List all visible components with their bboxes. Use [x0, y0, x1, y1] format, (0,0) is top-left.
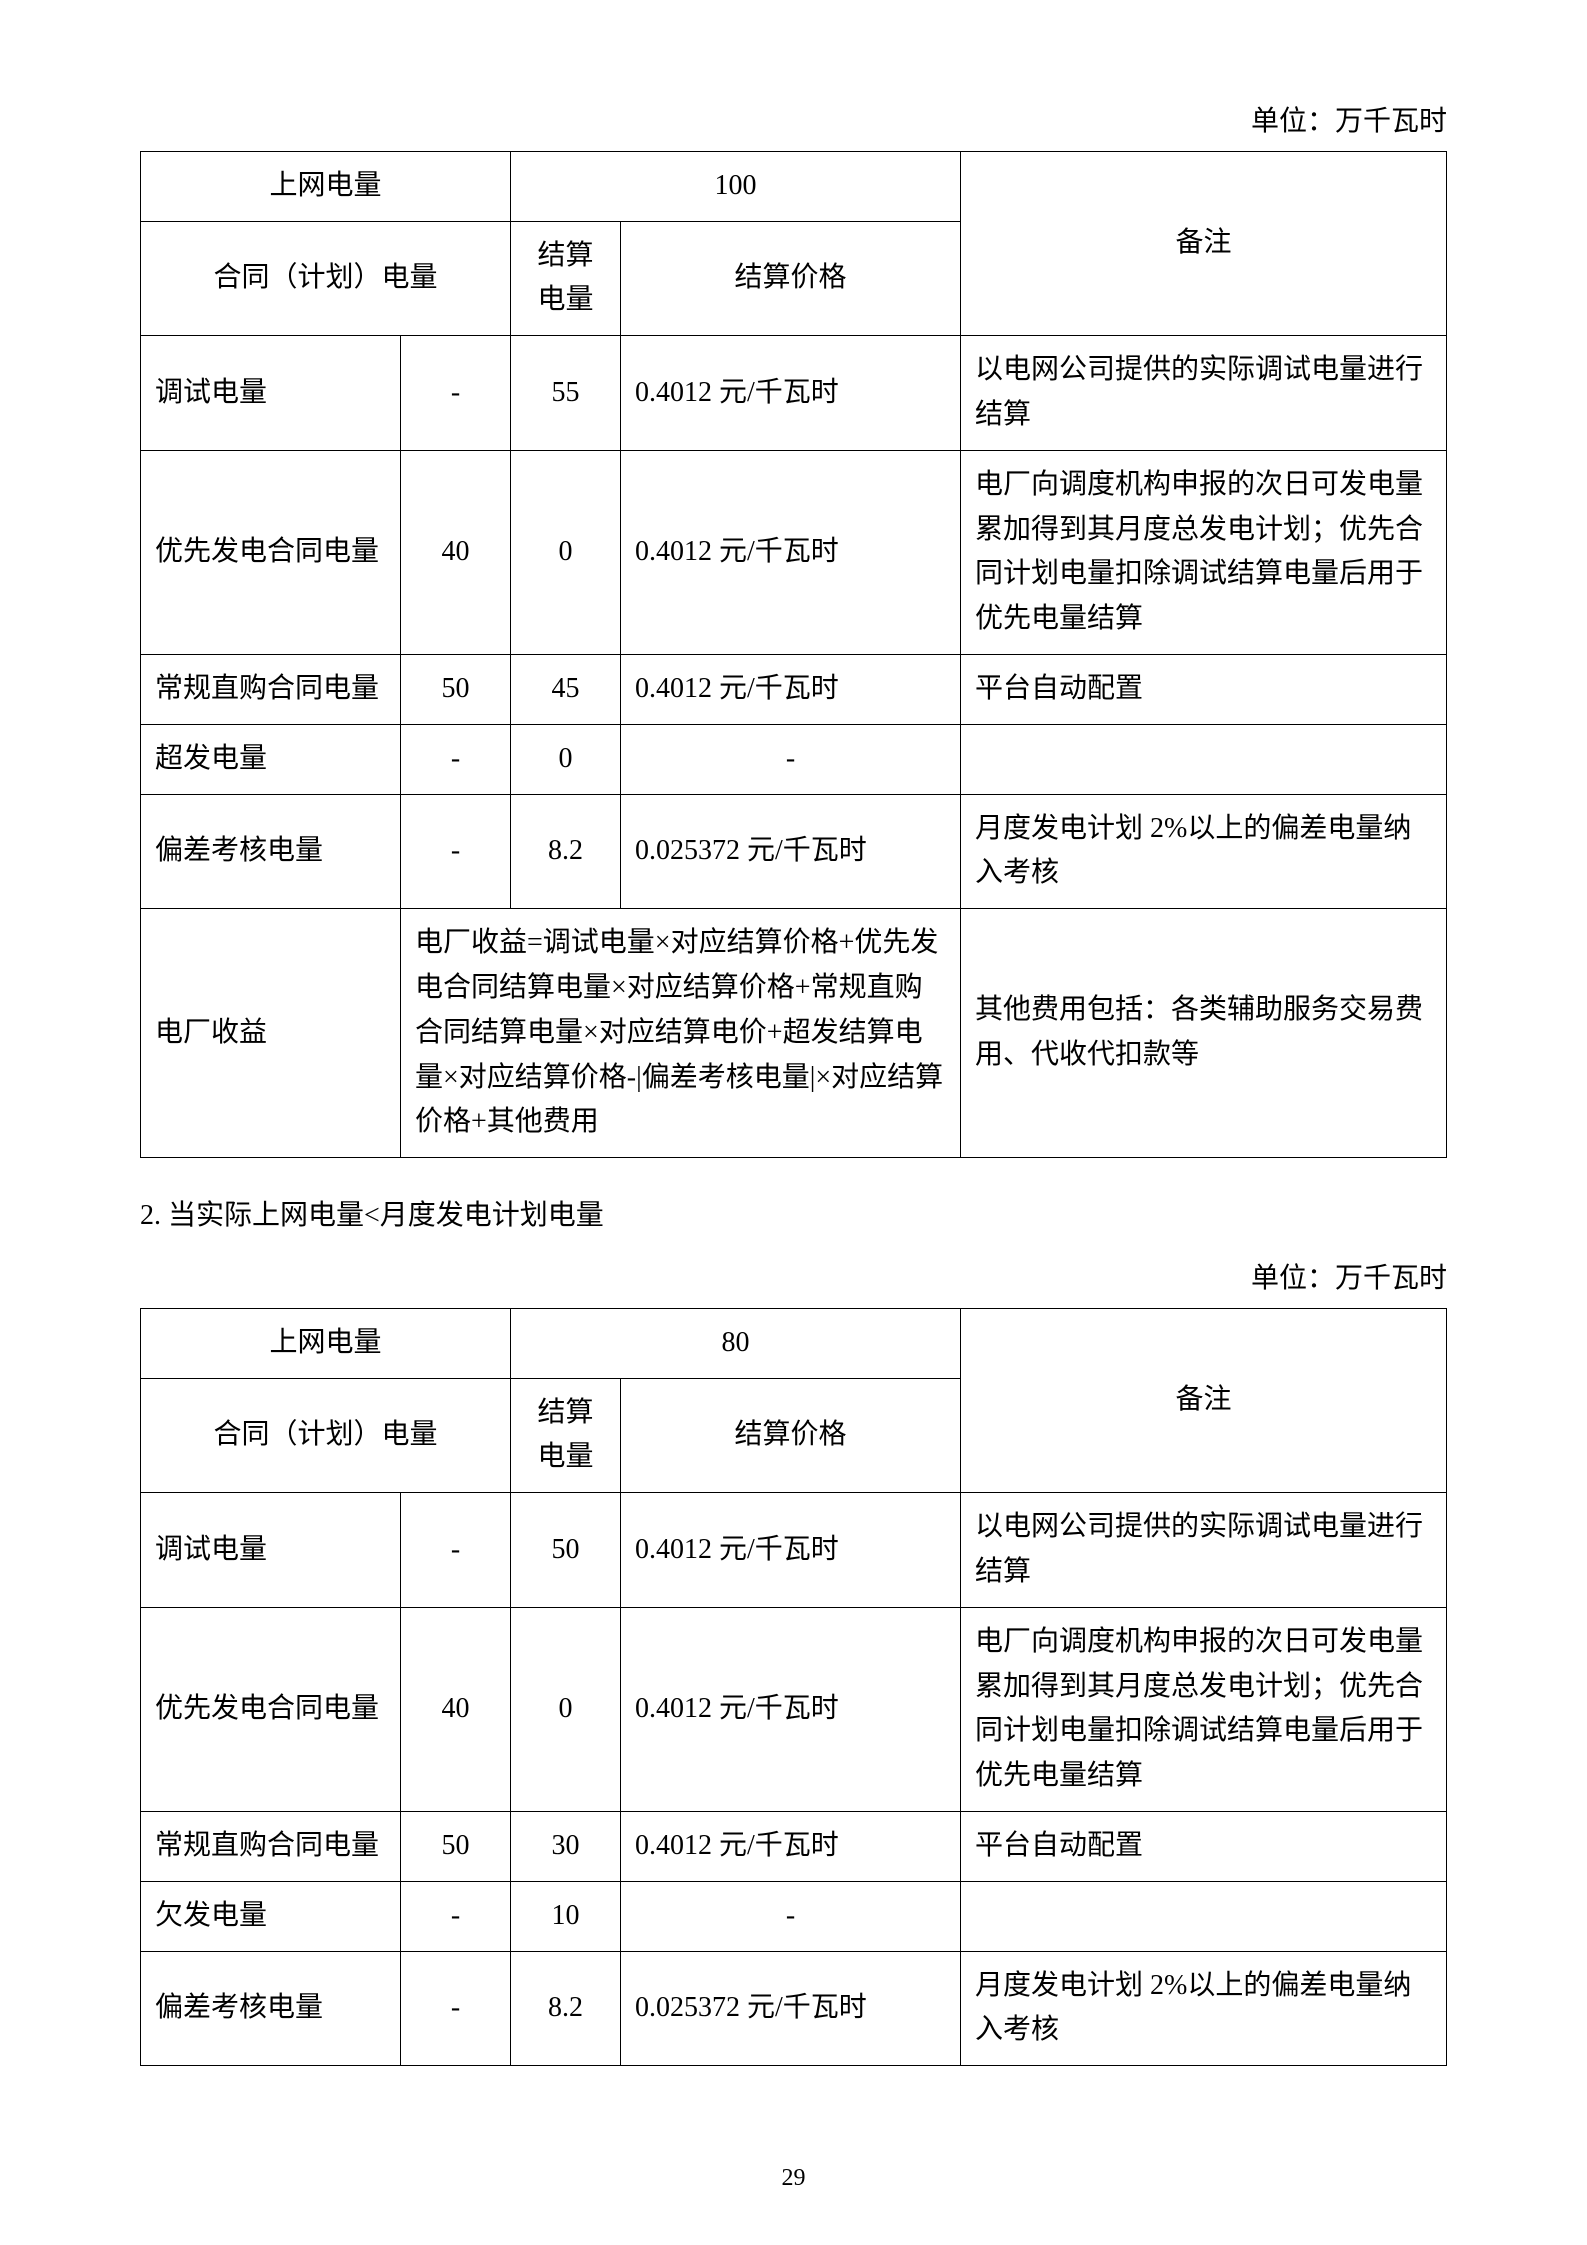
header-remark: 备注: [961, 1308, 1447, 1492]
document-page: 单位：万千瓦时 上网电量 100 备注 合同（计划）电量 结算电量 结算价格 调…: [0, 0, 1587, 2245]
page-number: 29: [0, 2159, 1587, 2197]
row-v1: -: [401, 336, 511, 451]
row-price: 0.4012 元/千瓦时: [621, 1811, 961, 1881]
row-name: 超发电量: [141, 724, 401, 794]
row-v1: 40: [401, 1607, 511, 1811]
header-contract: 合同（计划）电量: [141, 221, 511, 336]
row-v1: -: [401, 794, 511, 909]
row-name: 优先发电合同电量: [141, 1607, 401, 1811]
row-price: 0.025372 元/千瓦时: [621, 794, 961, 909]
row-v2: 8.2: [511, 794, 621, 909]
row-name: 偏差考核电量: [141, 794, 401, 909]
row-v2: 30: [511, 1811, 621, 1881]
table-row: 常规直购合同电量 50 30 0.4012 元/千瓦时 平台自动配置: [141, 1811, 1447, 1881]
row-price: 0.4012 元/千瓦时: [621, 336, 961, 451]
row-note: 月度发电计划 2%以上的偏差电量纳入考核: [961, 794, 1447, 909]
row-note: 月度发电计划 2%以上的偏差电量纳入考核: [961, 1951, 1447, 2066]
table-row: 偏差考核电量 - 8.2 0.025372 元/千瓦时 月度发电计划 2%以上的…: [141, 794, 1447, 909]
header-upload-value: 100: [511, 151, 961, 221]
row-price: 0.4012 元/千瓦时: [621, 654, 961, 724]
row-v2: 8.2: [511, 1951, 621, 2066]
table-row: 偏差考核电量 - 8.2 0.025372 元/千瓦时 月度发电计划 2%以上的…: [141, 1951, 1447, 2066]
row-note: 平台自动配置: [961, 1811, 1447, 1881]
row-price: 0.025372 元/千瓦时: [621, 1951, 961, 2066]
header-contract: 合同（计划）电量: [141, 1378, 511, 1493]
row-note: 平台自动配置: [961, 654, 1447, 724]
row-name: 常规直购合同电量: [141, 654, 401, 724]
row-v1: 50: [401, 1811, 511, 1881]
header-price: 结算价格: [621, 1378, 961, 1493]
row-name: 偏差考核电量: [141, 1951, 401, 2066]
row-v2: 50: [511, 1493, 621, 1608]
table-row: 优先发电合同电量 40 0 0.4012 元/千瓦时 电厂向调度机构申报的次日可…: [141, 1607, 1447, 1811]
row-note: 以电网公司提供的实际调试电量进行结算: [961, 1493, 1447, 1608]
table-row: 欠发电量 - 10 -: [141, 1881, 1447, 1951]
row-v1: -: [401, 724, 511, 794]
row-note: [961, 1881, 1447, 1951]
header-upload: 上网电量: [141, 151, 511, 221]
row-v2: 10: [511, 1881, 621, 1951]
header-settle-qty: 结算电量: [511, 221, 621, 336]
revenue-name: 电厂收益: [141, 909, 401, 1158]
row-name: 欠发电量: [141, 1881, 401, 1951]
table-row: 常规直购合同电量 50 45 0.4012 元/千瓦时 平台自动配置: [141, 654, 1447, 724]
row-v1: -: [401, 1493, 511, 1608]
table-row: 电厂收益 电厂收益=调试电量×对应结算价格+优先发电合同结算电量×对应结算价格+…: [141, 909, 1447, 1158]
row-price: -: [621, 724, 961, 794]
row-v2: 55: [511, 336, 621, 451]
row-v1: -: [401, 1951, 511, 2066]
row-v2: 0: [511, 724, 621, 794]
row-price: 0.4012 元/千瓦时: [621, 1607, 961, 1811]
header-remark: 备注: [961, 151, 1447, 335]
row-name: 优先发电合同电量: [141, 450, 401, 654]
revenue-formula: 电厂收益=调试电量×对应结算价格+优先发电合同结算电量×对应结算价格+常规直购合…: [401, 909, 961, 1158]
header-upload-value: 80: [511, 1308, 961, 1378]
row-v2: 45: [511, 654, 621, 724]
settlement-table-1: 上网电量 100 备注 合同（计划）电量 结算电量 结算价格 调试电量 - 55…: [140, 151, 1447, 1158]
row-name: 调试电量: [141, 1493, 401, 1608]
revenue-note: 其他费用包括：各类辅助服务交易费用、代收代扣款等: [961, 909, 1447, 1158]
table-row: 上网电量 100 备注: [141, 151, 1447, 221]
row-v1: -: [401, 1881, 511, 1951]
row-price: -: [621, 1881, 961, 1951]
row-v2: 0: [511, 1607, 621, 1811]
row-note: 电厂向调度机构申报的次日可发电量累加得到其月度总发电计划；优先合同计划电量扣除调…: [961, 1607, 1447, 1811]
row-v1: 40: [401, 450, 511, 654]
row-v1: 50: [401, 654, 511, 724]
row-name: 调试电量: [141, 336, 401, 451]
row-v2: 0: [511, 450, 621, 654]
table-row: 超发电量 - 0 -: [141, 724, 1447, 794]
header-upload: 上网电量: [141, 1308, 511, 1378]
row-note: 电厂向调度机构申报的次日可发电量累加得到其月度总发电计划；优先合同计划电量扣除调…: [961, 450, 1447, 654]
settlement-table-2: 上网电量 80 备注 合同（计划）电量 结算电量 结算价格 调试电量 - 50 …: [140, 1308, 1447, 2066]
row-note: 以电网公司提供的实际调试电量进行结算: [961, 336, 1447, 451]
table-row: 调试电量 - 50 0.4012 元/千瓦时 以电网公司提供的实际调试电量进行结…: [141, 1493, 1447, 1608]
unit-label-2: 单位：万千瓦时: [140, 1257, 1447, 1302]
header-price: 结算价格: [621, 221, 961, 336]
table-row: 优先发电合同电量 40 0 0.4012 元/千瓦时 电厂向调度机构申报的次日可…: [141, 450, 1447, 654]
row-price: 0.4012 元/千瓦时: [621, 1493, 961, 1608]
header-settle-qty: 结算电量: [511, 1378, 621, 1493]
table-row: 上网电量 80 备注: [141, 1308, 1447, 1378]
section-2-title: 2. 当实际上网电量<月度发电计划电量: [140, 1194, 1447, 1239]
row-price: 0.4012 元/千瓦时: [621, 450, 961, 654]
table-row: 调试电量 - 55 0.4012 元/千瓦时 以电网公司提供的实际调试电量进行结…: [141, 336, 1447, 451]
row-name: 常规直购合同电量: [141, 1811, 401, 1881]
row-note: [961, 724, 1447, 794]
unit-label-1: 单位：万千瓦时: [140, 100, 1447, 145]
